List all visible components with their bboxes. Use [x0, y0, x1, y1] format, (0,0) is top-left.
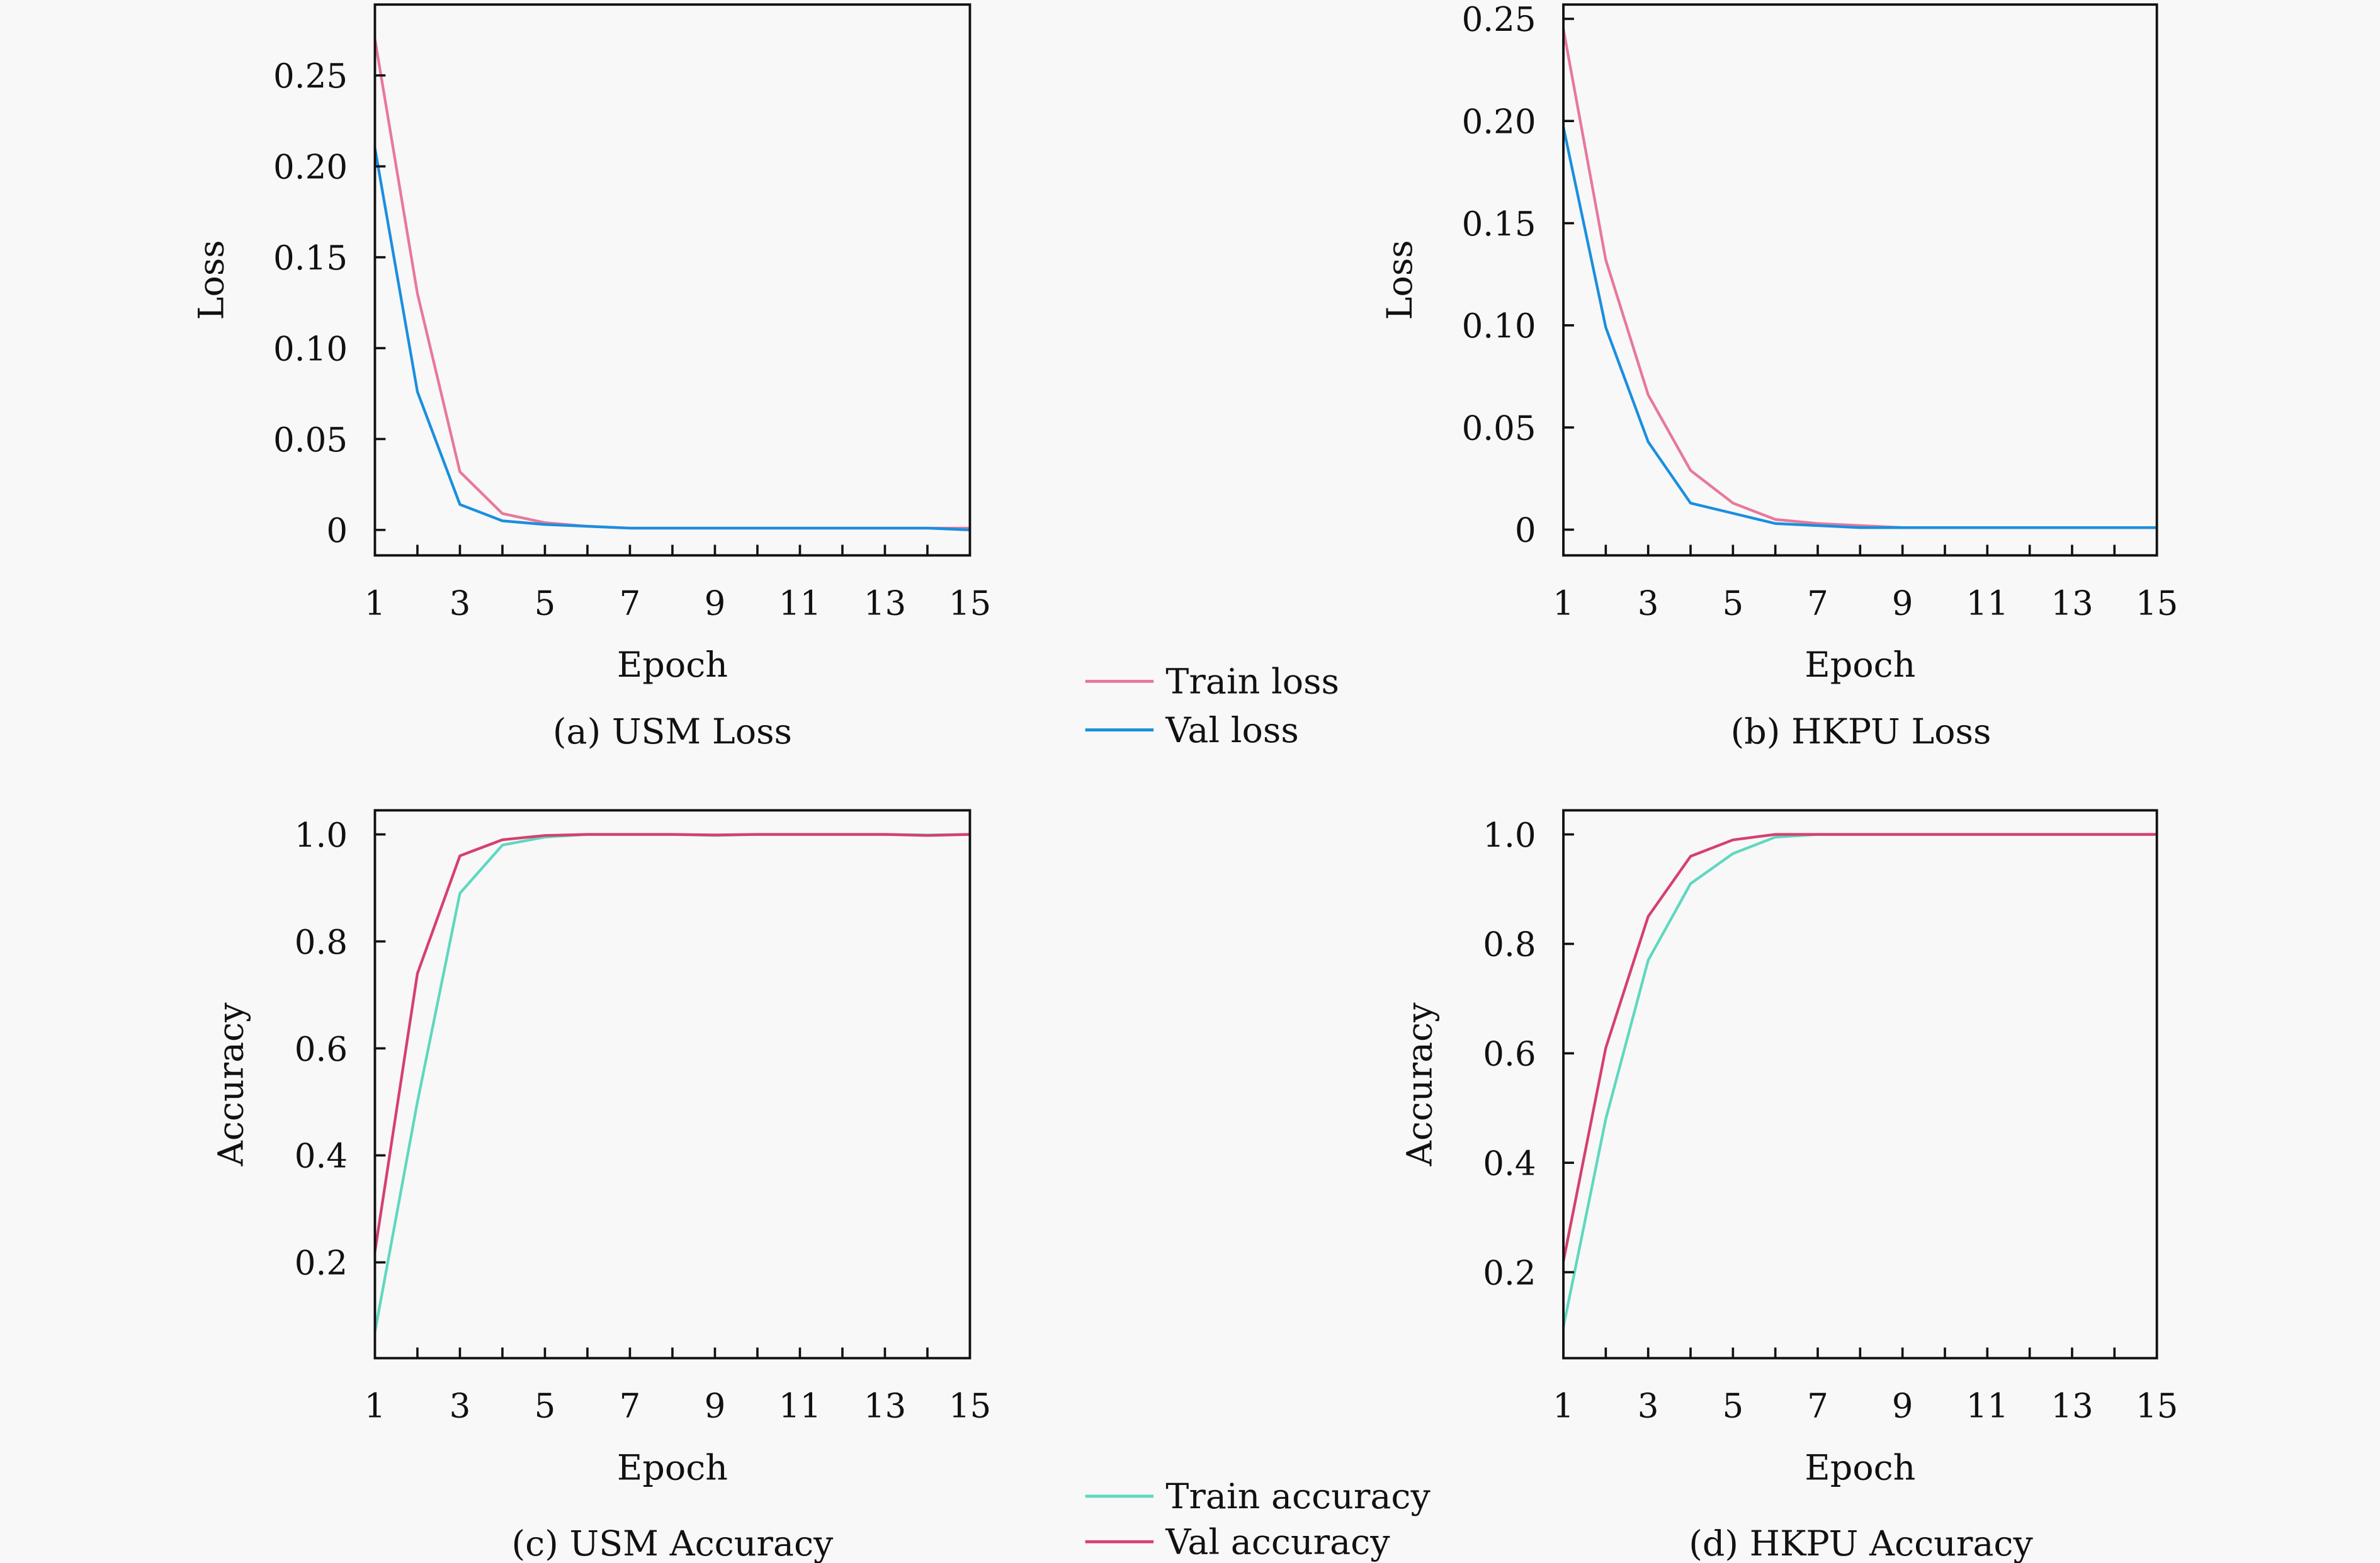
x-tick-label: 9: [1892, 584, 1913, 623]
x-tick-label: 7: [1807, 1387, 1828, 1426]
series-line-train-accuracy: [373, 833, 970, 1333]
x-tick-label: 3: [450, 584, 471, 623]
x-tick-label: 7: [620, 584, 641, 623]
x-tick-label: 15: [2136, 1387, 2178, 1426]
x-tick-label: 9: [705, 1387, 726, 1426]
x-axis-label: Epoch: [1805, 1448, 1915, 1488]
legend-label: Val accuracy: [1165, 1523, 1390, 1563]
y-tick-label: 0.4: [1483, 1144, 1536, 1183]
y-tick-label: 0.05: [1462, 409, 1536, 448]
y-tick-label: 0: [326, 511, 348, 550]
chart-panel-2: 1 3 5 7 9 11 13 150.20.40.60.81.0EpochAccuracy(…: [212, 809, 991, 1563]
chart-caption: (b) HKPU Loss: [1731, 712, 1992, 752]
chart-caption: (d) HKPU Accuracy: [1689, 1524, 2033, 1563]
series-line-val-accuracy: [1561, 833, 2157, 1262]
x-tick-label: 9: [705, 584, 726, 623]
legend-label: Train loss: [1165, 662, 1339, 703]
x-tick-label: 7: [1807, 584, 1828, 623]
x-tick-label: 9: [1892, 1387, 1913, 1426]
x-axis-label: Epoch: [1805, 645, 1915, 686]
y-tick-label: 0.8: [1483, 925, 1536, 964]
x-tick-label: 15: [2136, 584, 2178, 623]
y-axis-label: Loss: [1380, 240, 1420, 320]
x-tick-label: 3: [1638, 584, 1659, 623]
loss-legend: Train loss Val loss: [1085, 662, 1339, 751]
x-tick-label: 11: [1966, 1387, 2009, 1426]
y-tick-label: 0.4: [295, 1137, 348, 1176]
x-axis-label: Epoch: [617, 1448, 728, 1488]
y-tick-label: 0.05: [273, 420, 348, 460]
chart-panel-3: 1 3 5 7 9 11 13 150.20.40.60.81.0EpochAccuracy(…: [1400, 809, 2178, 1563]
series-line-train-loss: [373, 38, 970, 530]
chart-caption: (c) USM Accuracy: [512, 1524, 834, 1563]
chart-panel-1: 1 3 5 7 9 11 13 1500.050.100.150.200.25EpochLos…: [1380, 0, 2178, 752]
x-tick-label: 7: [620, 1387, 641, 1426]
y-tick-label: 0.6: [1483, 1035, 1536, 1074]
x-tick-label: 1: [1553, 1387, 1574, 1426]
x-tick-label: 3: [450, 1387, 471, 1426]
x-tick-label: 5: [535, 584, 556, 623]
y-tick-label: 1.0: [1483, 816, 1536, 855]
y-axis-label: Loss: [191, 240, 232, 320]
series-line-val-accuracy: [373, 833, 970, 1252]
y-tick-label: 0.25: [1462, 0, 1536, 39]
plot-frame: [1562, 3, 2158, 557]
y-tick-label: 0.6: [295, 1030, 348, 1069]
x-tick-label: 5: [535, 1387, 556, 1426]
x-tick-label: 11: [779, 1387, 821, 1426]
y-tick-label: 0.2: [295, 1244, 348, 1283]
y-axis-label: Accuracy: [1400, 1002, 1440, 1166]
legend-label: Train accuracy: [1165, 1477, 1431, 1517]
series-line-train-loss: [1561, 28, 2157, 529]
y-tick-label: 0.15: [273, 239, 348, 278]
x-tick-label: 1: [365, 584, 386, 623]
y-tick-label: 0.20: [1462, 103, 1536, 142]
chart-caption: (a) USM Loss: [553, 712, 792, 752]
x-tick-label: 1: [365, 1387, 386, 1426]
y-tick-label: 0.10: [1462, 307, 1536, 346]
series-line-val-loss: [1561, 127, 2157, 529]
y-tick-label: 0.15: [1462, 205, 1536, 244]
x-tick-label: 13: [864, 1387, 906, 1426]
y-tick-label: 1.0: [295, 816, 348, 855]
y-tick-label: 0.20: [273, 148, 348, 187]
y-tick-label: 0: [1515, 511, 1536, 550]
x-tick-label: 1: [1553, 584, 1574, 623]
series-line-val-loss: [373, 148, 970, 532]
plot-frame: [373, 809, 972, 1360]
x-axis-label: Epoch: [617, 645, 728, 686]
x-tick-label: 5: [1722, 1387, 1743, 1426]
accuracy-legend: Train accuracy Val accuracy: [1085, 1477, 1431, 1563]
y-tick-label: 0.25: [273, 57, 348, 96]
x-tick-label: 11: [1966, 584, 2009, 623]
x-tick-label: 13: [2051, 1387, 2093, 1426]
x-tick-label: 13: [2051, 584, 2093, 623]
x-tick-label: 13: [864, 584, 906, 623]
x-tick-label: 3: [1638, 1387, 1659, 1426]
x-tick-label: 15: [949, 1387, 991, 1426]
y-tick-label: 0.2: [1483, 1253, 1536, 1292]
legend-label: Val loss: [1165, 711, 1298, 751]
chart-panel-0: 1 3 5 7 9 11 13 1500.050.100.150.200.25EpochLos…: [191, 3, 991, 752]
y-axis-label: Accuracy: [212, 1002, 252, 1166]
y-tick-label: 0.10: [273, 329, 348, 368]
plot-frame: [373, 3, 972, 557]
y-tick-label: 0.8: [295, 923, 348, 962]
x-tick-label: 11: [779, 584, 821, 623]
x-tick-label: 15: [949, 584, 991, 623]
plot-frame: [1562, 809, 2158, 1360]
x-tick-label: 5: [1722, 584, 1743, 623]
